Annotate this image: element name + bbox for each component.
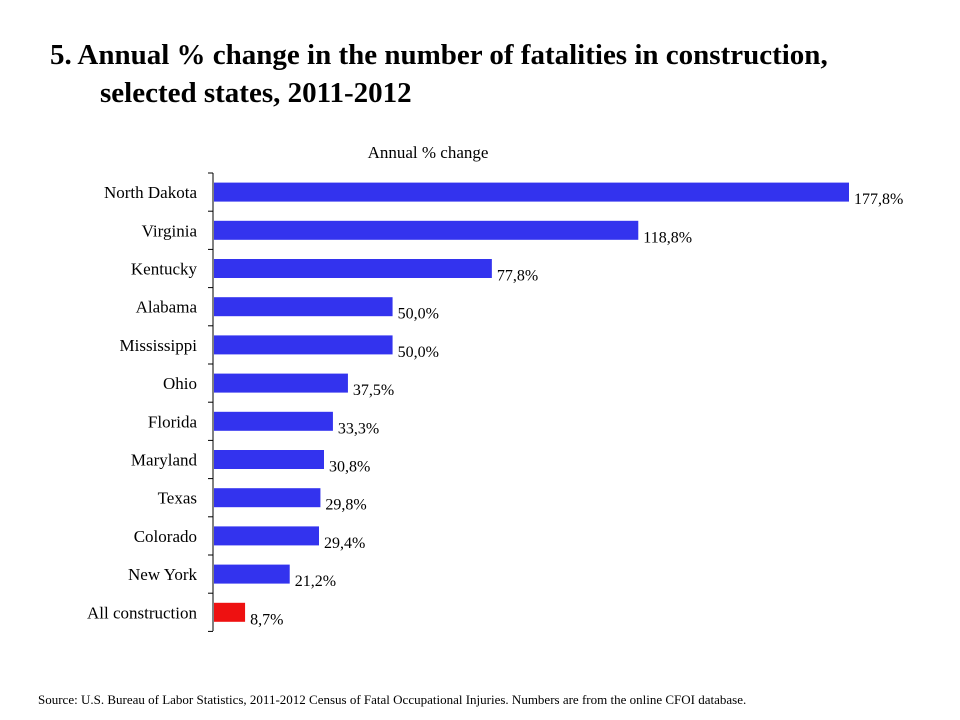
bar-north-dakota — [214, 182, 849, 202]
category-label-north-dakota: North Dakota — [104, 183, 197, 202]
axis-title: Annual % change — [368, 143, 489, 162]
category-label-alabama: Alabama — [136, 298, 198, 317]
data-label-maryland: 30,8% — [329, 459, 370, 476]
data-label-new-york: 21,2% — [295, 573, 336, 590]
category-label-virginia: Virginia — [142, 221, 198, 240]
bar-mississippi — [214, 335, 393, 355]
data-label-north-dakota: 177,8% — [854, 191, 903, 208]
data-label-colorado: 29,4% — [324, 535, 365, 552]
bar-texas — [214, 488, 321, 508]
chart-title-line-2: selected states, 2011-2012 — [100, 77, 412, 109]
chart-title-line-1: 5. Annual % change in the number of fata… — [50, 39, 828, 71]
category-label-kentucky: Kentucky — [131, 260, 198, 279]
category-label-florida: Florida — [148, 412, 198, 431]
data-label-ohio: 37,5% — [353, 382, 394, 399]
bar-chart: Annual % change North Dakota 177,8% Virgin… — [87, 143, 903, 632]
source-note: Source: U.S. Bureau of Labor Statistics,… — [38, 692, 747, 707]
bar-colorado — [214, 526, 319, 546]
bar-kentucky — [214, 259, 492, 278]
bar-ohio — [214, 373, 348, 393]
data-label-kentucky: 77,8% — [497, 268, 538, 285]
bar-maryland — [214, 450, 324, 469]
bar-virginia — [214, 220, 639, 240]
data-label-florida: 33,3% — [338, 420, 379, 437]
category-label-all-construction: All construction — [87, 603, 198, 622]
bar-florida — [214, 411, 333, 431]
bar-new-york — [214, 564, 290, 584]
data-label-all-construction: 8,7% — [250, 611, 283, 628]
category-label-texas: Texas — [158, 489, 197, 508]
category-label-mississippi: Mississippi — [120, 336, 198, 355]
data-label-virginia: 118,8% — [643, 229, 692, 246]
category-label-colorado: Colorado — [134, 527, 197, 546]
bar-all-construction — [214, 602, 246, 622]
category-label-maryland: Maryland — [131, 451, 198, 470]
data-label-mississippi: 50,0% — [398, 344, 439, 361]
data-label-alabama: 50,0% — [398, 306, 439, 323]
data-label-texas: 29,8% — [325, 497, 366, 514]
category-label-ohio: Ohio — [163, 374, 197, 393]
bar-alabama — [214, 297, 393, 317]
category-label-new-york: New York — [128, 565, 197, 584]
